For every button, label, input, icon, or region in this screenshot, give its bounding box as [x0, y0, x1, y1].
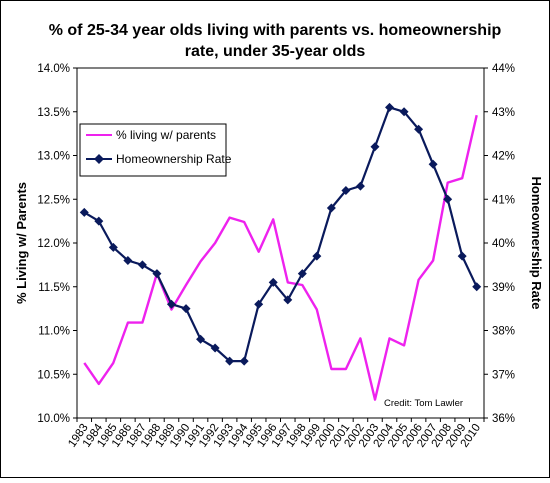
- legend: % living w/ parents Homeownership Rate: [79, 123, 232, 177]
- y-left-tick-label: 13.0%: [37, 151, 70, 163]
- series-1-marker: [297, 269, 307, 279]
- series-1-marker: [414, 124, 424, 134]
- y-right-tick-label: 38%: [492, 326, 515, 338]
- y-axis-left-title: % Living w/ Parents: [14, 182, 29, 304]
- credit-label: Credit: Tom Lawler: [384, 398, 463, 409]
- series-1-marker: [370, 142, 380, 152]
- y-axis-right-title: Homeownership Rate: [529, 177, 544, 310]
- series-1-marker: [123, 256, 133, 265]
- series-1-marker: [210, 343, 220, 353]
- series-1-marker: [457, 251, 467, 261]
- y-right-tick-label: 36%: [492, 413, 515, 425]
- y-axis-left: 10.0% 10.5% 11.0% 11.5% 12.0% 12.5% 13.0% 13.5%…: [37, 63, 77, 425]
- series-1-marker: [312, 251, 322, 261]
- y-axis-right: 36% 37% 38% 39% 40% 41% 42% 43% 44%: [484, 63, 515, 425]
- chart-title-line-1: % of 25-34 year olds living with parents…: [49, 22, 502, 39]
- series-1-marker: [166, 299, 176, 309]
- legend-box: [79, 123, 227, 177]
- series-1-marker: [355, 181, 365, 191]
- series-1-marker: [196, 334, 206, 344]
- series-1-marker: [472, 282, 482, 292]
- legend-label-homeownership: Homeownership Rate: [116, 152, 232, 166]
- y-left-tick-label: 11.0%: [38, 326, 70, 338]
- y-left-tick-label: 12.5%: [37, 194, 70, 206]
- series-1-marker: [181, 304, 191, 314]
- y-right-tick-label: 42%: [492, 151, 515, 163]
- plot-area: [76, 67, 485, 419]
- series-1-marker: [254, 299, 264, 309]
- series-1-marker: [283, 295, 293, 305]
- y-left-tick-label: 10.0%: [37, 413, 70, 425]
- y-left-tick-label: 11.5%: [38, 282, 70, 294]
- y-right-tick-label: 40%: [492, 238, 515, 250]
- chart-title-line-2: rate, under 35-year olds: [185, 43, 366, 60]
- series-1-marker: [108, 242, 118, 252]
- series-1-marker: [239, 356, 249, 366]
- y-right-tick-label: 44%: [492, 63, 515, 75]
- y-right-tick-label: 37%: [492, 369, 515, 381]
- x-axis: 1983198419851986198719881989199019911992…: [66, 418, 485, 450]
- series-1-marker: [225, 356, 235, 366]
- y-right-tick-label: 41%: [492, 194, 515, 206]
- series-1-marker: [341, 186, 351, 195]
- series-line-1: [83, 106, 478, 363]
- y-right-tick-label: 43%: [492, 107, 515, 119]
- series-1-marker: [428, 159, 438, 169]
- series-1-marker: [443, 194, 453, 204]
- series-1-marker: [137, 260, 147, 270]
- series-layer: [79, 102, 482, 401]
- series-1-marker: [79, 207, 89, 217]
- series-1-marker: [152, 269, 162, 279]
- legend-marker-homeownership: [94, 154, 104, 164]
- series-line-0: [83, 114, 478, 401]
- y-left-tick-label: 13.5%: [37, 107, 70, 119]
- series-1-marker: [326, 203, 336, 213]
- y-left-tick-label: 10.5%: [37, 369, 70, 381]
- series-1-marker: [399, 107, 409, 117]
- y-left-tick-label: 12.0%: [37, 238, 70, 250]
- y-left-tick-label: 14.0%: [37, 63, 70, 75]
- legend-label-parents: % living w/ parents: [116, 128, 216, 142]
- series-1-marker: [94, 216, 104, 226]
- y-right-tick-label: 39%: [492, 282, 515, 294]
- series-1-marker: [385, 102, 395, 112]
- series-1-marker: [268, 277, 278, 287]
